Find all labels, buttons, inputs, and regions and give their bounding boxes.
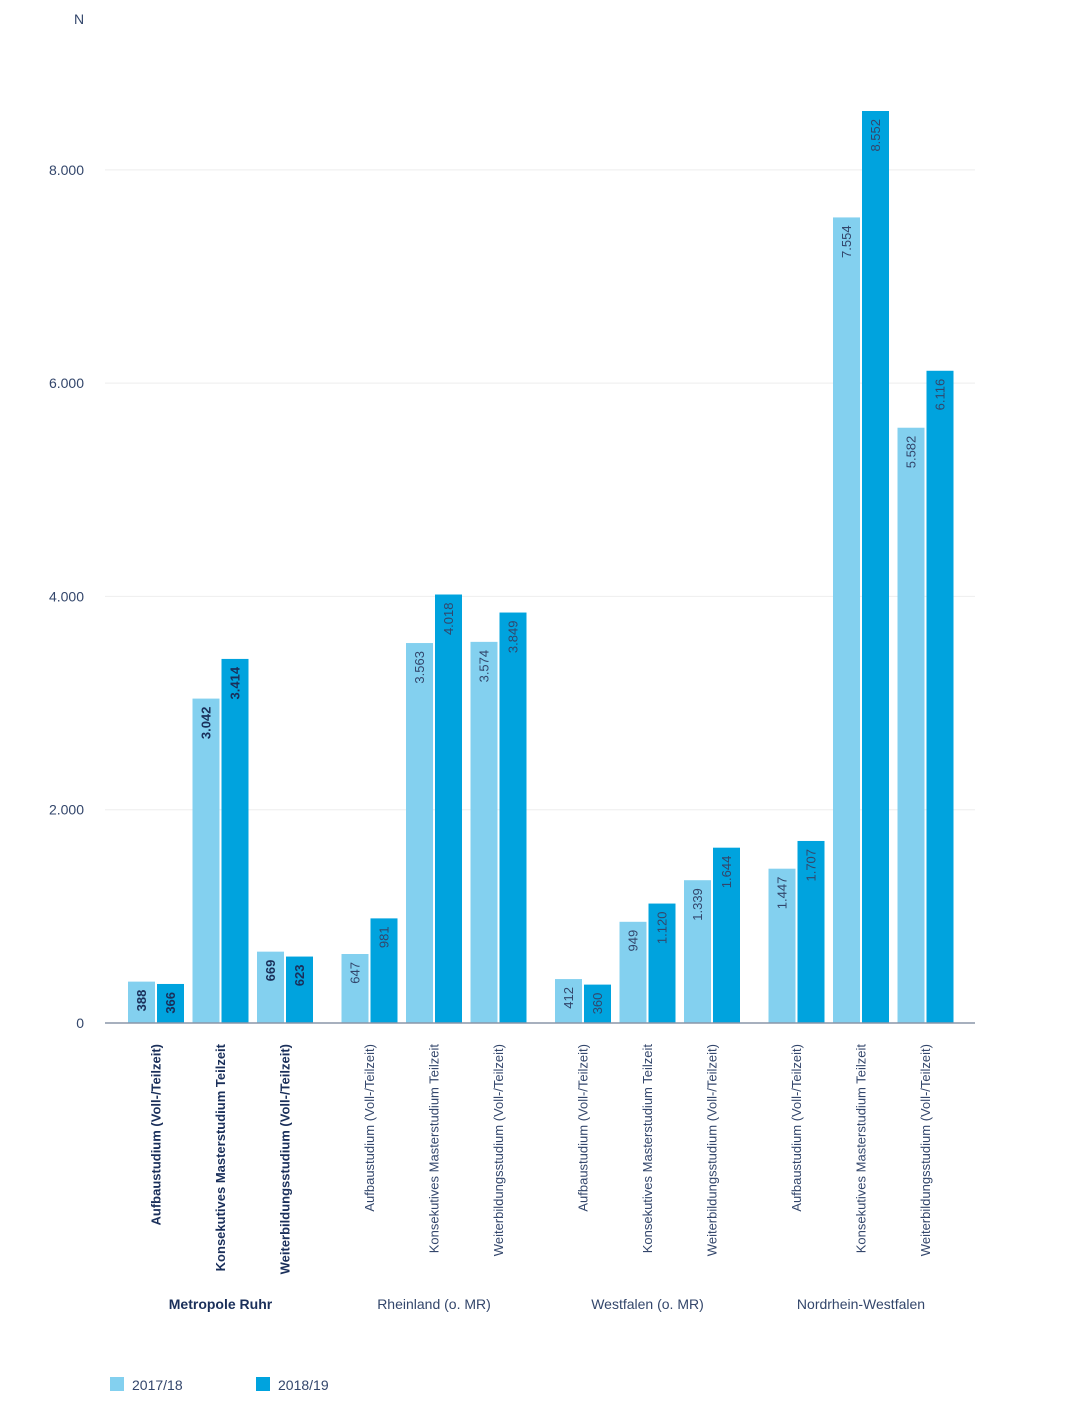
group-label: Westfalen (o. MR) [591, 1296, 704, 1312]
legend-swatch [256, 1377, 270, 1391]
bar [684, 880, 711, 1023]
bar-value-label: 623 [292, 965, 307, 987]
category-label: Weiterbildungsstudium (Voll-/Teilzeit) [705, 1044, 720, 1256]
category-label: Weiterbildungsstudium (Voll-/Teilzeit) [491, 1044, 506, 1256]
category-label: Weiterbildungsstudium (Voll-/Teilzeit) [278, 1044, 293, 1274]
bar [192, 698, 220, 1023]
bar [435, 594, 462, 1023]
bar [713, 847, 740, 1023]
bar [797, 840, 825, 1023]
group-label: Metropole Ruhr [169, 1296, 273, 1312]
bar-value-label: 3.563 [412, 651, 427, 684]
bar [897, 427, 925, 1023]
category-label: Konsekutives Masterstudium Teilzeit [213, 1043, 228, 1271]
category-label: Konsekutives Masterstudium Teilzeit [427, 1044, 442, 1254]
category-label: Konsekutives Masterstudium Teilzeit [854, 1044, 869, 1254]
bar-value-label: 7.554 [839, 225, 854, 258]
bar [257, 951, 284, 1023]
group-label: Nordrhein-Westfalen [797, 1296, 925, 1312]
bar-value-label: 4.018 [441, 603, 456, 636]
bar-value-label: 3.849 [506, 621, 521, 654]
bar [221, 658, 249, 1023]
bar-value-label: 412 [561, 987, 576, 1009]
y-tick-label: 0 [76, 1015, 84, 1031]
bar-value-label: 388 [134, 990, 149, 1012]
category-labels: Aufbaustudium (Voll-/Teilzeit) Konsekutiv… [149, 1043, 934, 1312]
bar-value-label: 1.447 [775, 877, 790, 910]
axes: N 0 2.000 4.000 6.000 8.000 [49, 11, 975, 1031]
category-label: Aufbaustudium (Voll-/Teilzeit) [362, 1044, 377, 1212]
bar [768, 868, 796, 1023]
bar [499, 612, 527, 1023]
bar-value-label: 1.120 [655, 912, 670, 945]
y-tick-label: 8.000 [49, 162, 84, 178]
legend-label: 2018/19 [278, 1377, 329, 1393]
category-label: Aufbaustudium (Voll-/Teilzeit) [149, 1044, 164, 1226]
bar-value-label: 669 [263, 960, 278, 982]
bar-value-label: 949 [626, 930, 641, 952]
bar [286, 956, 313, 1023]
bar-value-label: 647 [348, 962, 363, 984]
category-label: Weiterbildungsstudium (Voll-/Teilzeit) [918, 1044, 933, 1256]
bar [555, 979, 582, 1023]
bar-value-label: 1.707 [804, 849, 819, 882]
bar [370, 918, 398, 1023]
bar-value-label: 3.574 [477, 650, 492, 683]
bar-value-label: 1.644 [719, 856, 734, 889]
bar [648, 903, 676, 1023]
bars: 388 366 3.042 3.414 669 623 647 981 3.563 4.018 3.… [128, 111, 954, 1023]
bar [862, 111, 889, 1023]
category-label: Aufbaustudium (Voll-/Teilzeit) [789, 1044, 804, 1212]
bar-value-label: 981 [377, 926, 392, 948]
bar-value-label: 360 [590, 993, 605, 1015]
bar-value-label: 3.042 [199, 707, 214, 740]
legend-label: 2017/18 [132, 1377, 183, 1393]
bar [470, 641, 498, 1023]
bar-value-label: 3.414 [228, 666, 243, 699]
bar [926, 370, 954, 1023]
y-axis-title: N [74, 11, 84, 27]
y-tick-label: 2.000 [49, 802, 84, 818]
gridlines [105, 169, 975, 811]
bar-value-label: 1.339 [690, 888, 705, 921]
bar [406, 643, 433, 1023]
bar [341, 954, 369, 1023]
legend: 2017/18 2018/19 [110, 1377, 329, 1393]
bar-value-label: 5.582 [904, 436, 919, 469]
group-label: Rheinland (o. MR) [377, 1296, 491, 1312]
category-label: Aufbaustudium (Voll-/Teilzeit) [576, 1044, 591, 1212]
bar [619, 921, 647, 1023]
y-tick-label: 6.000 [49, 375, 84, 391]
category-label: Konsekutives Masterstudium Teilzeit [640, 1044, 655, 1254]
legend-swatch [110, 1377, 124, 1391]
bar [157, 983, 184, 1023]
bar [833, 217, 860, 1023]
y-tick-label: 4.000 [49, 588, 84, 604]
bar-value-label: 6.116 [933, 379, 948, 411]
bar-value-label: 8.552 [868, 119, 883, 152]
bar [584, 984, 611, 1023]
bar-value-label: 366 [163, 992, 178, 1014]
bar [128, 981, 155, 1023]
